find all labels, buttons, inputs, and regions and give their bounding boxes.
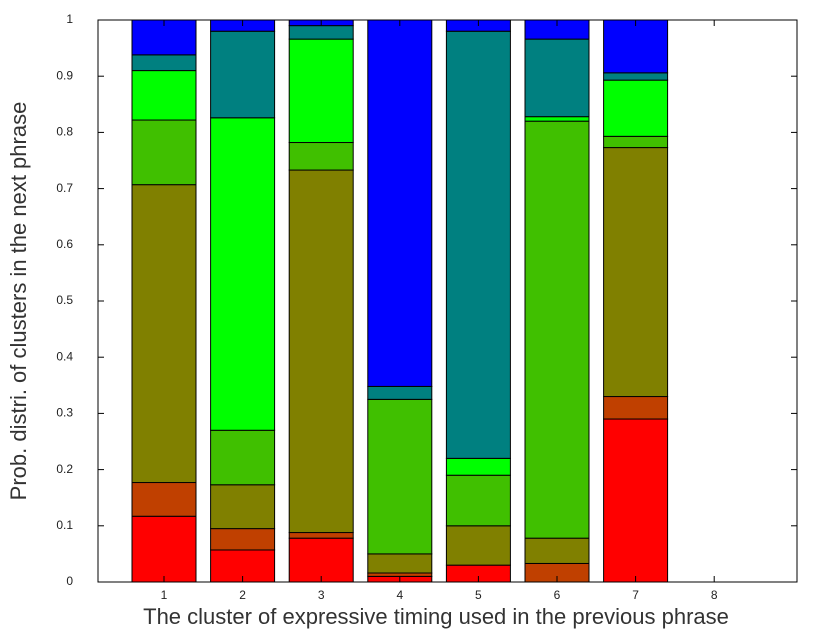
bar-segment <box>445 474 511 527</box>
bar-segment <box>603 135 669 149</box>
x-tick-label: 6 <box>554 588 561 602</box>
x-tick-label: 5 <box>475 588 482 602</box>
bar-segment <box>524 537 590 564</box>
y-axis-label: Prob. distri. of clusters in the next ph… <box>6 102 31 501</box>
bar-segment <box>367 385 433 400</box>
bar-segment <box>131 482 197 517</box>
bar-segment <box>288 25 354 40</box>
bar-segment <box>288 142 354 171</box>
bar-segment <box>367 19 433 387</box>
bar-segment <box>288 537 354 583</box>
bar-segment <box>367 553 433 574</box>
bar-segment <box>445 525 511 566</box>
bar-segment <box>210 429 276 486</box>
bar-segment <box>131 184 197 484</box>
y-tick-label: 0.9 <box>56 68 73 82</box>
y-tick-label: 0.4 <box>56 349 73 363</box>
bar-segment <box>367 572 433 577</box>
bar-segment <box>131 54 197 72</box>
y-tick-label: 0.6 <box>56 237 73 251</box>
y-tick-label: 0.1 <box>56 518 73 532</box>
y-tick-label: 0.7 <box>56 181 73 195</box>
bar-segment <box>288 169 354 534</box>
bar-segment <box>603 418 669 583</box>
bar-segment <box>131 70 197 121</box>
bar-segment <box>524 116 590 122</box>
bar-segment <box>131 515 197 583</box>
y-tick-label: 0 <box>66 574 73 588</box>
bar-segment <box>445 457 511 476</box>
bar-segment <box>210 30 276 119</box>
bar-segment <box>445 30 511 459</box>
bar-segment <box>603 79 669 137</box>
bar-segment <box>210 117 276 431</box>
x-tick-label: 2 <box>239 588 246 602</box>
x-tick-label: 8 <box>711 588 718 602</box>
bar-segment <box>288 532 354 539</box>
y-tick-label: 1 <box>66 12 73 26</box>
bar-segment <box>603 19 669 74</box>
bar-segment <box>524 120 590 539</box>
x-tick-label: 3 <box>318 588 325 602</box>
bar-segment <box>210 528 276 551</box>
bar-segment <box>603 72 669 81</box>
bar-segment <box>210 484 276 530</box>
x-axis-label: The cluster of expressive timing used in… <box>143 604 729 629</box>
x-tick-label: 1 <box>161 588 168 602</box>
y-tick-label: 0.5 <box>56 293 73 307</box>
bar-segment <box>131 119 197 186</box>
x-tick-label: 7 <box>632 588 639 602</box>
y-tick-label: 0.2 <box>56 462 73 476</box>
bar-segment <box>524 38 590 118</box>
bar-segment <box>367 398 433 555</box>
y-tick-label: 0.8 <box>56 125 73 139</box>
bar-segment <box>603 396 669 420</box>
bar-segment <box>288 38 354 144</box>
x-tick-label: 4 <box>396 588 403 602</box>
y-tick-label: 0.3 <box>56 406 73 420</box>
bar-segment <box>603 147 669 398</box>
